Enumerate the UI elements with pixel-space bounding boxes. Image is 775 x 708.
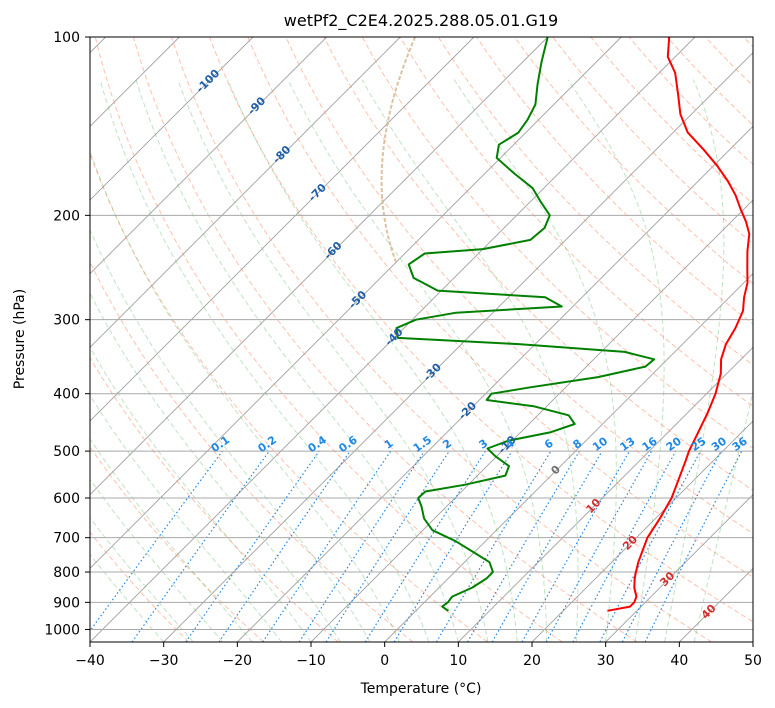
isotherm-line — [90, 37, 548, 496]
isotherm-line — [163, 52, 753, 642]
y-tick-label: 100 — [53, 30, 80, 46]
x-tick-label: −20 — [223, 653, 253, 669]
mixing-ratio-line — [298, 450, 425, 642]
moist-adiabat-line — [90, 438, 253, 642]
plot-frame — [89, 36, 754, 643]
y-tick-label: 1000 — [44, 622, 80, 638]
dry-adiabat-line — [90, 260, 414, 642]
isotherm-line — [90, 37, 254, 201]
mixing-ratio-line — [262, 450, 392, 642]
dry-adiabat-line — [399, 37, 753, 407]
dry-adiabat-line — [247, 37, 753, 578]
moist-adiabat-line — [453, 79, 617, 642]
isotherm-line — [531, 420, 753, 642]
x-tick-label: 0 — [380, 653, 389, 669]
dry-adiabat-line — [90, 531, 190, 642]
dry-adiabat-line — [90, 356, 339, 642]
x-tick-label: 50 — [744, 653, 762, 669]
mixing-ratio-line — [131, 450, 270, 642]
moist-adiabat-line — [90, 292, 341, 642]
moist-adiabat-lines — [90, 79, 753, 642]
pressure-gridlines — [90, 37, 753, 630]
moist-adiabat-line — [90, 478, 223, 642]
dry-adiabat-lines — [90, 37, 753, 642]
isotherm-line — [384, 273, 753, 642]
y-tick-label: 600 — [53, 491, 80, 507]
x-tick-label: −40 — [75, 653, 105, 669]
moist-adiabat-line — [90, 228, 371, 642]
y-tick-label: 200 — [53, 208, 80, 224]
dry-adiabat-line — [361, 37, 753, 449]
moist-adiabat-line — [177, 79, 489, 642]
moist-adiabat-line — [99, 79, 430, 642]
lcl-curve — [380, 37, 417, 263]
mixing-ratio-line — [185, 450, 320, 642]
moist-adiabat-line — [664, 79, 725, 642]
mixing-ratio-lines — [90, 450, 743, 642]
isotherm-line — [90, 37, 696, 642]
moist-adiabat-line — [287, 79, 548, 642]
temperature-profile-line — [607, 37, 751, 612]
isotherm-line — [90, 37, 622, 569]
isotherm-line — [458, 346, 753, 642]
moist-adiabat-line — [567, 79, 665, 642]
lcl-curve-line — [380, 37, 417, 263]
isotherm-line — [90, 37, 475, 422]
x-axis-label: Temperature (°C) — [360, 681, 482, 697]
dry-adiabat-line — [132, 37, 638, 642]
moist-adiabat-line — [90, 346, 312, 642]
dewpoint-profile-line — [395, 37, 656, 612]
isotherm-line — [90, 37, 401, 348]
x-tick-label: −30 — [149, 653, 179, 669]
dry-adiabat-line — [209, 37, 753, 623]
dry-adiabat-line — [323, 37, 753, 491]
dry-adiabat-line — [171, 37, 712, 642]
dry-adiabat-line — [437, 37, 753, 366]
moist-adiabat-line — [135, 79, 459, 642]
isotherm-line — [605, 494, 753, 642]
y-tick-label: 800 — [53, 565, 80, 581]
dry-adiabat-line — [285, 37, 753, 535]
x-tick-label: 20 — [523, 653, 541, 669]
x-tick-label: 30 — [597, 653, 615, 669]
x-tick-label: 10 — [449, 653, 467, 669]
mixing-ratio-line — [521, 450, 631, 642]
mixing-ratio-line — [325, 450, 450, 642]
mixing-ratio-line — [393, 450, 513, 642]
mixing-ratio-line — [572, 450, 677, 642]
y-axis: 100 200 300 400 500 600 700 800 900 1000 — [44, 30, 90, 638]
isotherm-lines — [90, 37, 753, 642]
y-tick-label: 900 — [53, 595, 80, 611]
moist-adiabat-line — [90, 394, 282, 642]
sounding-series — [395, 37, 751, 612]
x-tick-label: 40 — [670, 653, 688, 669]
moist-adiabat-line — [693, 389, 753, 642]
y-tick-label: 300 — [53, 313, 80, 329]
mixing-ratio-line — [90, 450, 223, 632]
y-tick-label: 400 — [53, 387, 80, 403]
chart-title: wetPf2_C2E4.2025.288.05.01.G19 — [284, 11, 558, 31]
dry-adiabat-line — [90, 446, 264, 642]
dry-adiabat-line — [90, 152, 488, 642]
dry-adiabat-line — [94, 37, 563, 642]
isotherm-line — [237, 125, 753, 642]
isotherm-line — [90, 37, 327, 275]
x-axis: −40 −30 −20 −10 0 10 20 30 40 50 — [75, 642, 762, 669]
mixing-ratio-line — [218, 450, 351, 642]
mixing-ratio-line — [545, 450, 653, 642]
dry-adiabat-line — [514, 37, 753, 285]
moist-adiabat-line — [227, 79, 518, 642]
y-tick-label: 700 — [53, 531, 80, 547]
x-tick-label: −10 — [296, 653, 326, 669]
y-tick-label: 500 — [53, 444, 80, 460]
mixing-ratio-line — [644, 450, 743, 642]
y-axis-label: Pressure (hPa) — [12, 289, 28, 389]
moist-adiabat-line — [361, 79, 579, 642]
